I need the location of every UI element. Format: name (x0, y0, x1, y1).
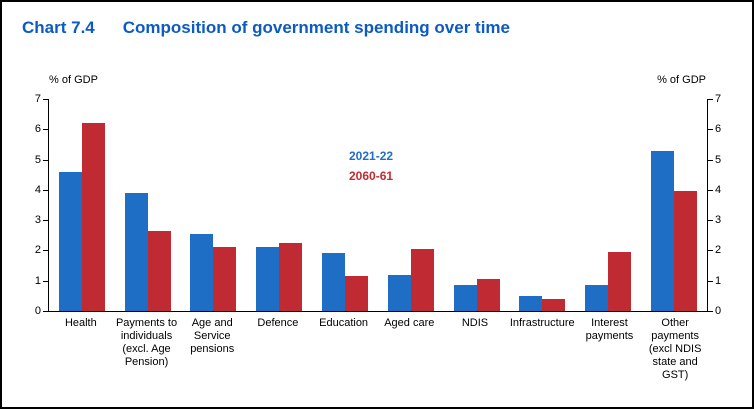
bar-2060-61 (542, 298, 566, 311)
legend-item-2060-61: 2060-61 (349, 169, 394, 183)
y-axis-unit-left: % of GDP (49, 74, 98, 86)
bar-group (181, 99, 247, 311)
bar-2021-22 (519, 295, 543, 311)
y-tick-left (43, 159, 49, 161)
bar-2060-61 (279, 242, 303, 311)
bar-2021-22 (387, 274, 411, 311)
bar-2060-61 (410, 248, 434, 311)
bar-2060-61 (476, 279, 500, 311)
bar-group (49, 99, 115, 311)
x-category-label: Age and Service pensions (190, 317, 235, 355)
x-category-label: NDIS (461, 317, 489, 329)
plot-area: 2021-22 2060-61 0 0 1 1 2 2 3 3 4 4 5 5 6 6 7 7 (35, 93, 721, 317)
y-tick-left (43, 99, 49, 100)
y-tick-left (43, 129, 49, 131)
legend: 2021-22 2060-61 (349, 149, 393, 189)
y-axis-unit-right: % of GDP (657, 74, 706, 86)
bar-2060-61 (608, 251, 632, 311)
y-tick-left (43, 189, 49, 191)
y-tick-label-right: 3 (715, 214, 722, 227)
y-tick-label-left: 1 (34, 274, 41, 287)
bar-2021-22 (651, 150, 675, 311)
x-category-label: Defence (257, 317, 299, 329)
chart-header: Chart 7.4 Composition of government spend… (22, 18, 510, 38)
x-category-label: Infrastructure (509, 317, 575, 329)
y-tick-right (707, 280, 713, 282)
bar-2060-61 (345, 276, 369, 311)
bar-2021-22 (256, 247, 280, 311)
bar-2060-61 (674, 191, 698, 311)
chart-number: Chart 7.4 (22, 18, 95, 37)
bar-2021-22 (58, 171, 82, 311)
y-tick-label-left: 5 (34, 153, 41, 166)
y-tick-right (707, 159, 713, 161)
chart-title: Composition of government spending over … (122, 18, 510, 37)
y-tick-right (707, 250, 713, 252)
bar-2060-61 (213, 247, 237, 311)
bar-2021-22 (585, 285, 609, 311)
y-tick-label-right: 2 (715, 244, 722, 257)
bar-group (312, 99, 378, 311)
y-tick-label-left: 7 (34, 93, 41, 105)
y-tick-label-left: 6 (34, 123, 41, 136)
y-tick-label-right: 6 (715, 123, 722, 136)
bar-2021-22 (453, 285, 477, 311)
y-tick-left (43, 250, 49, 252)
y-tick-label-left: 2 (34, 244, 41, 257)
x-axis-category-labels: Health Payments to individuals (excl. Age… (48, 317, 708, 382)
legend-item-2021-22: 2021-22 (349, 149, 394, 163)
x-category-label: Aged care (384, 317, 435, 329)
bar-group (510, 99, 576, 311)
bar-2021-22 (124, 192, 148, 311)
bar-group (641, 99, 707, 311)
x-category-label: Interest payments (585, 317, 634, 342)
y-tick-right (707, 189, 713, 191)
bar-2060-61 (147, 230, 171, 311)
bar-group (444, 99, 510, 311)
y-tick-left (43, 280, 49, 282)
y-tick-label-left: 4 (34, 183, 41, 196)
bar-group (246, 99, 312, 311)
bar-group (575, 99, 641, 311)
plot-wrapper: 2021-22 2060-61 0 0 1 1 2 2 3 3 4 4 5 5 6 6 7 7 (35, 93, 721, 317)
y-tick-label-right: 4 (715, 183, 722, 196)
x-category-label: Health (64, 317, 97, 329)
y-tick-label-left: 3 (34, 214, 41, 227)
x-category-label: Education (319, 317, 369, 329)
bar-groups (49, 99, 707, 311)
y-tick-left (43, 311, 49, 312)
y-tick-right (707, 129, 713, 131)
x-category-label: Other payments (excl NDIS state and GST) (648, 317, 702, 381)
y-tick-left (43, 220, 49, 222)
y-tick-label-right: 5 (715, 153, 722, 166)
bar-2021-22 (190, 233, 214, 311)
x-category-label: Payments to individuals (excl. Age Pensi… (115, 317, 178, 368)
bar-group (115, 99, 181, 311)
y-tick-right (707, 99, 713, 100)
y-tick-label-left: 0 (34, 305, 41, 317)
y-tick-label-right: 1 (715, 274, 722, 287)
bar-group (378, 99, 444, 311)
y-tick-right (707, 220, 713, 222)
y-tick-label-right: 0 (715, 305, 722, 317)
y-tick-right (707, 311, 713, 312)
y-tick-label-right: 7 (715, 93, 722, 105)
bar-2060-61 (81, 123, 105, 311)
bar-2021-22 (322, 253, 346, 311)
